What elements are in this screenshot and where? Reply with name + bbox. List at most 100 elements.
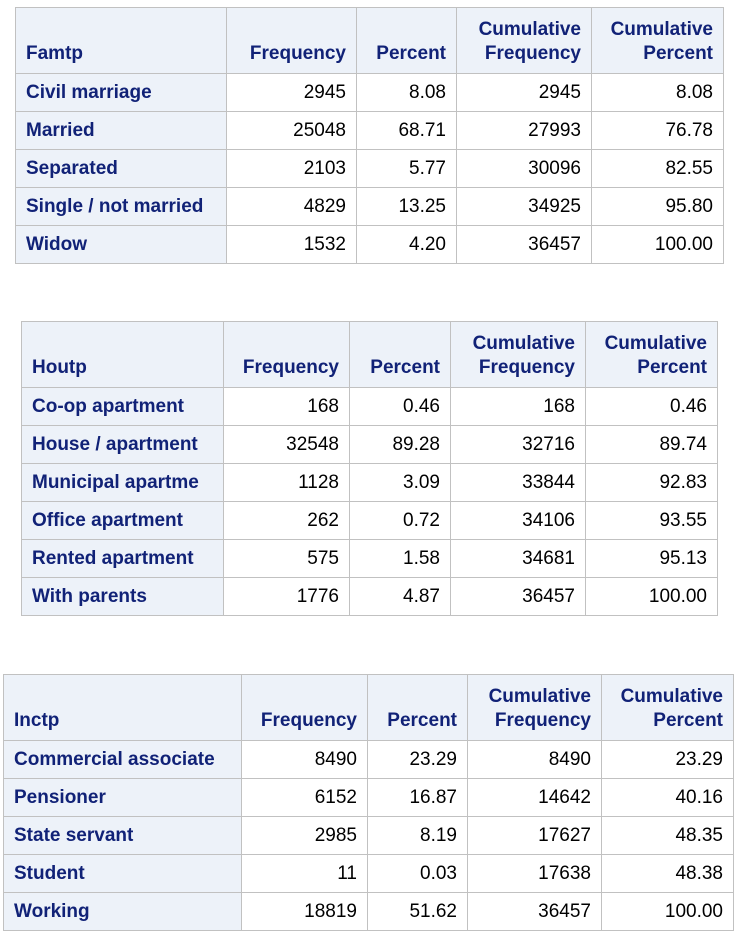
row-label: Civil marriage <box>15 73 227 112</box>
table-row: Single / not married 4829 13.25 34925 95.80 <box>15 187 724 226</box>
variable-header: Famtp <box>15 7 227 74</box>
row-label: Office apartment <box>21 501 224 540</box>
cumulative-percent-header: Cumulative Percent <box>601 674 734 741</box>
table-row: House / apartment 32548 89.28 32716 89.74 <box>21 425 718 464</box>
percent-cell: 4.87 <box>349 577 451 616</box>
table-row: Civil marriage 2945 8.08 2945 8.08 <box>15 73 724 112</box>
cumulative-percent-cell: 48.35 <box>601 816 734 855</box>
frequency-table-famtp: Famtp Frequency Percent Cumulative Freque… <box>15 7 724 264</box>
percent-cell: 13.25 <box>356 187 457 226</box>
frequency-cell: 1776 <box>223 577 350 616</box>
frequency-table-houtp: Houtp Frequency Percent Cumulative Freque… <box>21 321 718 616</box>
row-label: Single / not married <box>15 187 227 226</box>
frequency-cell: 8490 <box>241 740 368 779</box>
cumulative-frequency-cell: 14642 <box>467 778 602 817</box>
cumulative-percent-cell: 82.55 <box>591 149 724 188</box>
frequency-cell: 18819 <box>241 892 368 931</box>
percent-header: Percent <box>349 321 451 388</box>
frequency-cell: 11 <box>241 854 368 893</box>
frequency-header: Frequency <box>241 674 368 741</box>
table-row: Office apartment 262 0.72 34106 93.55 <box>21 501 718 540</box>
cumulative-percent-cell: 100.00 <box>601 892 734 931</box>
table-row: Separated 2103 5.77 30096 82.55 <box>15 149 724 188</box>
percent-cell: 51.62 <box>367 892 468 931</box>
table-row: Pensioner 6152 16.87 14642 40.16 <box>3 778 734 817</box>
cumulative-percent-cell: 48.38 <box>601 854 734 893</box>
percent-cell: 0.72 <box>349 501 451 540</box>
cumulative-frequency-cell: 30096 <box>456 149 592 188</box>
cumulative-percent-cell: 92.83 <box>585 463 718 502</box>
cumulative-frequency-cell: 36457 <box>450 577 586 616</box>
cumulative-percent-header: Cumulative Percent <box>591 7 724 74</box>
percent-cell: 8.19 <box>367 816 468 855</box>
cumulative-percent-cell: 100.00 <box>591 225 724 264</box>
variable-header: Inctp <box>3 674 242 741</box>
percent-cell: 68.71 <box>356 111 457 150</box>
cumulative-frequency-cell: 34681 <box>450 539 586 578</box>
cumulative-percent-cell: 40.16 <box>601 778 734 817</box>
frequency-cell: 1532 <box>226 225 357 264</box>
cumulative-frequency-cell: 8490 <box>467 740 602 779</box>
row-label: Widow <box>15 225 227 264</box>
row-label: Municipal apartme <box>21 463 224 502</box>
cumulative-percent-cell: 76.78 <box>591 111 724 150</box>
cumulative-frequency-cell: 27993 <box>456 111 592 150</box>
cumulative-percent-cell: 95.80 <box>591 187 724 226</box>
row-label: With parents <box>21 577 224 616</box>
frequency-cell: 32548 <box>223 425 350 464</box>
row-label: Rented apartment <box>21 539 224 578</box>
frequency-cell: 262 <box>223 501 350 540</box>
cumulative-frequency-cell: 36457 <box>456 225 592 264</box>
percent-cell: 0.46 <box>349 387 451 426</box>
cumulative-percent-cell: 100.00 <box>585 577 718 616</box>
row-label: Separated <box>15 149 227 188</box>
table-row: State servant 2985 8.19 17627 48.35 <box>3 816 734 855</box>
cumulative-percent-cell: 95.13 <box>585 539 718 578</box>
frequency-cell: 2103 <box>226 149 357 188</box>
table-row: Co-op apartment 168 0.46 168 0.46 <box>21 387 718 426</box>
frequency-cell: 2985 <box>241 816 368 855</box>
cumulative-percent-cell: 8.08 <box>591 73 724 112</box>
cumulative-percent-cell: 23.29 <box>601 740 734 779</box>
frequency-cell: 4829 <box>226 187 357 226</box>
row-label: Student <box>3 854 242 893</box>
cumulative-frequency-cell: 34925 <box>456 187 592 226</box>
percent-cell: 8.08 <box>356 73 457 112</box>
header-row: Inctp Frequency Percent Cumulative Freque… <box>3 674 734 741</box>
cumulative-frequency-cell: 33844 <box>450 463 586 502</box>
frequency-header: Frequency <box>223 321 350 388</box>
cumulative-percent-cell: 89.74 <box>585 425 718 464</box>
cumulative-frequency-header: Cumulative Frequency <box>456 7 592 74</box>
percent-header: Percent <box>356 7 457 74</box>
frequency-cell: 168 <box>223 387 350 426</box>
cumulative-percent-cell: 0.46 <box>585 387 718 426</box>
cumulative-percent-header: Cumulative Percent <box>585 321 718 388</box>
frequency-header: Frequency <box>226 7 357 74</box>
cumulative-frequency-header: Cumulative Frequency <box>467 674 602 741</box>
table-row: Rented apartment 575 1.58 34681 95.13 <box>21 539 718 578</box>
percent-cell: 4.20 <box>356 225 457 264</box>
cumulative-frequency-cell: 17627 <box>467 816 602 855</box>
percent-cell: 0.03 <box>367 854 468 893</box>
row-label: Co-op apartment <box>21 387 224 426</box>
cumulative-frequency-cell: 34106 <box>450 501 586 540</box>
frequency-table-inctp: Inctp Frequency Percent Cumulative Freque… <box>3 674 734 931</box>
frequency-cell: 1128 <box>223 463 350 502</box>
row-label: Pensioner <box>3 778 242 817</box>
header-row: Famtp Frequency Percent Cumulative Freque… <box>15 7 724 74</box>
row-label: Married <box>15 111 227 150</box>
row-label: House / apartment <box>21 425 224 464</box>
table-row: Married 25048 68.71 27993 76.78 <box>15 111 724 150</box>
cumulative-frequency-cell: 17638 <box>467 854 602 893</box>
percent-cell: 5.77 <box>356 149 457 188</box>
percent-cell: 16.87 <box>367 778 468 817</box>
table-row: Student 11 0.03 17638 48.38 <box>3 854 734 893</box>
cumulative-percent-cell: 93.55 <box>585 501 718 540</box>
cumulative-frequency-cell: 32716 <box>450 425 586 464</box>
percent-cell: 1.58 <box>349 539 451 578</box>
row-label: State servant <box>3 816 242 855</box>
percent-cell: 23.29 <box>367 740 468 779</box>
frequency-cell: 6152 <box>241 778 368 817</box>
header-row: Houtp Frequency Percent Cumulative Freque… <box>21 321 718 388</box>
row-label: Working <box>3 892 242 931</box>
